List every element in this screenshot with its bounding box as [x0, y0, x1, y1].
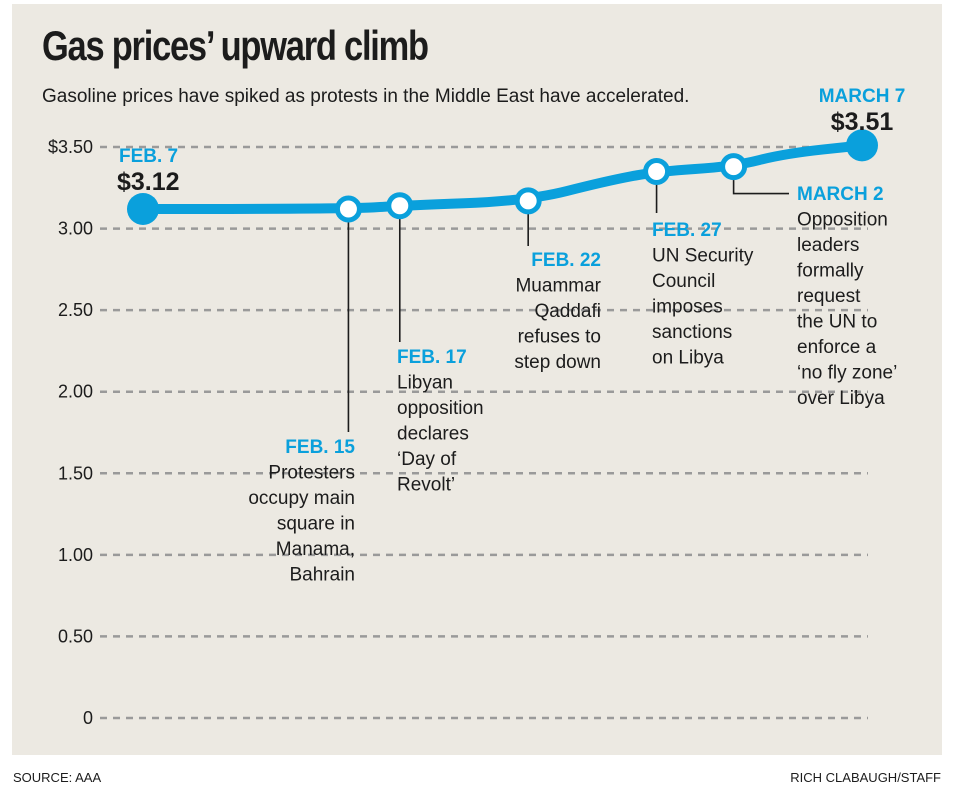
annotation-text: ‘no fly zone’: [797, 363, 897, 384]
annotation-text: square in: [277, 514, 355, 535]
endpoint-date: MARCH 7: [819, 86, 906, 107]
annotation-text: imposes: [652, 297, 723, 318]
annotation-text: Qaddafi: [534, 301, 601, 322]
annotation-date: MARCH 2: [797, 184, 884, 205]
chart-subtitle: Gasoline prices have spiked as protests …: [42, 86, 690, 107]
annotation-text: opposition: [397, 398, 484, 419]
event-marker: [720, 153, 748, 181]
event-marker: [643, 157, 671, 185]
y-tick-label: 3.00: [58, 219, 93, 239]
annotation-date: FEB. 17: [397, 347, 467, 368]
annotation-text: over Libya: [797, 388, 885, 409]
annotation-text: formally: [797, 261, 864, 282]
annotation-text: Opposition: [797, 210, 888, 231]
endpoint-value: $3.51: [831, 108, 894, 136]
endpoint-marker: [846, 129, 878, 162]
annotation-text: Council: [652, 271, 715, 292]
y-tick-label: 0.50: [58, 626, 93, 646]
annotation-text: refuses to: [518, 327, 601, 348]
data-markers: [127, 129, 878, 225]
event-marker: [334, 195, 362, 223]
y-tick-label: $3.50: [48, 137, 93, 157]
endpoint-date: FEB. 7: [119, 146, 178, 167]
annotation-text: enforce a: [797, 337, 877, 358]
gridlines: [100, 145, 868, 720]
y-tick-label: 0: [83, 708, 93, 728]
annotation-text: ‘Day of: [397, 449, 457, 470]
annotation-text: on Libya: [652, 348, 724, 369]
annotation-text: Bahrain: [290, 565, 356, 586]
annotation-date: FEB. 15: [285, 437, 355, 458]
annotation-text: declares: [397, 424, 469, 445]
credit-note: RICH CLABAUGH/STAFF: [790, 770, 941, 785]
annotations: FEB. 7$3.12 MARCH 7$3.51 FEB. 15 Protesters…: [117, 86, 905, 586]
y-tick-label: 2.50: [58, 300, 93, 320]
source-note: SOURCE: AAA: [13, 770, 102, 785]
endpoint-marker: [127, 192, 159, 225]
annotation-text: Libyan: [397, 373, 453, 394]
annotation-text: step down: [514, 352, 601, 373]
event-marker: [386, 192, 414, 220]
annotation-text: Protesters: [268, 463, 355, 484]
annotation-text: sanctions: [652, 322, 732, 343]
annotation-text: UN Security: [652, 246, 754, 267]
annotation-text: Muammar: [515, 276, 601, 297]
y-axis-ticks: $3.50 3.00 2.50 2.00 1.50 1.00 0.50 0: [48, 137, 93, 728]
chart-title: Gas prices’ upward climb: [42, 22, 429, 69]
event-marker: [514, 187, 542, 215]
annotation-text: Revolt’: [397, 475, 455, 496]
endpoint-value: $3.12: [117, 168, 180, 196]
chart-panel: [12, 4, 942, 755]
price-line: [138, 140, 867, 214]
y-tick-label: 1.50: [58, 463, 93, 483]
series-line: [138, 140, 867, 214]
annotation-text: request: [797, 286, 861, 307]
annotation-date: FEB. 22: [531, 250, 601, 271]
y-tick-label: 2.00: [58, 382, 93, 402]
annotation-text: the UN to: [797, 312, 877, 333]
annotation-date: FEB. 27: [652, 220, 722, 241]
annotation-text: occupy main: [248, 488, 355, 509]
y-tick-label: 1.00: [58, 545, 93, 565]
annotation-text: Manama,: [276, 539, 355, 560]
annotation-text: leaders: [797, 235, 859, 256]
